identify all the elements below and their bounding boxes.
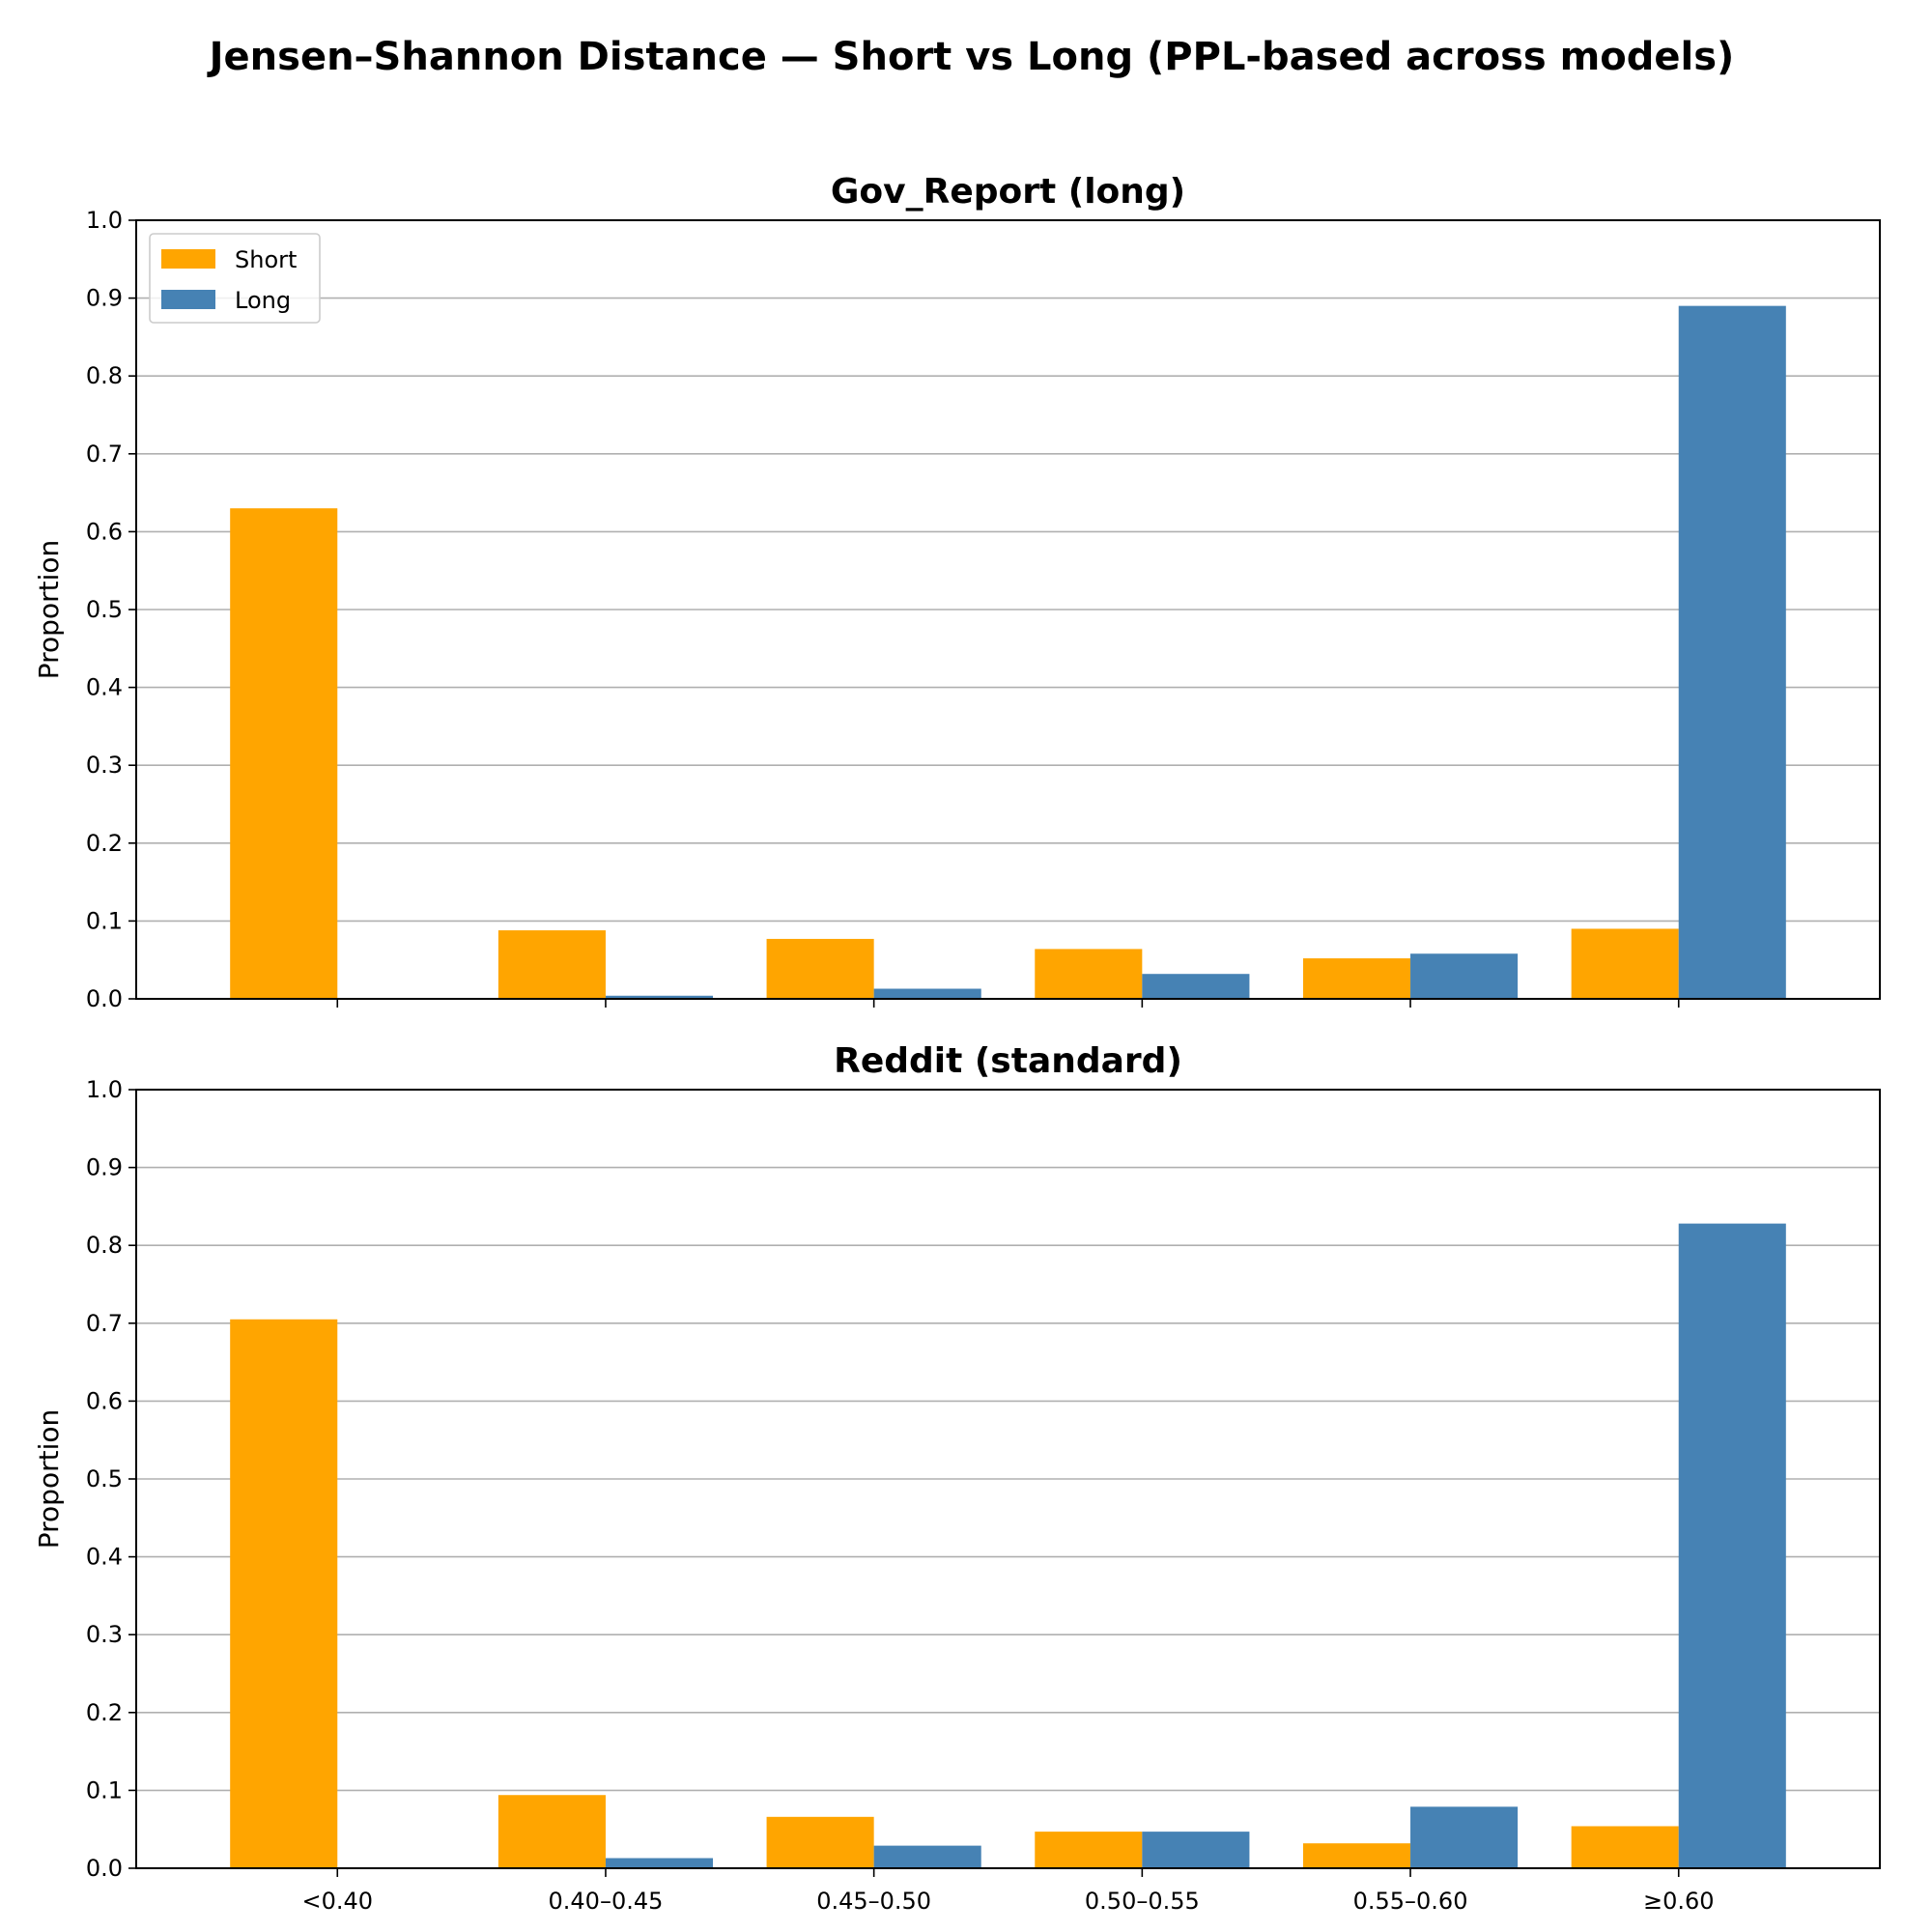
bar-long-6 bbox=[1678, 1223, 1786, 1868]
axes-frame bbox=[135, 1089, 1881, 1869]
legend-label-long: Long bbox=[235, 287, 291, 314]
axes-frame bbox=[135, 219, 1881, 1000]
panels: 0.0 0.1 0.2 0.3 0.4 0.5 0.6 0.7 0.8 0.9 1.0 Gov_Rep… bbox=[33, 172, 1881, 1915]
legend-label-short: Short bbox=[235, 246, 297, 273]
bar-long-2 bbox=[605, 1858, 714, 1868]
bar-short-5 bbox=[1302, 958, 1411, 999]
y-tick-label: 0.2 bbox=[86, 830, 123, 857]
y-tick-label: 1.0 bbox=[86, 207, 123, 234]
bar-long-4 bbox=[1142, 1832, 1250, 1868]
x-tick-label: 0.55–0.60 bbox=[1353, 1888, 1468, 1915]
bar-short-1 bbox=[230, 1319, 338, 1868]
y-tick-label: 0.7 bbox=[86, 1310, 123, 1337]
bar-long-2 bbox=[605, 995, 714, 999]
legend-swatch-short bbox=[161, 249, 215, 269]
y-tick-label: 0.4 bbox=[86, 1544, 123, 1571]
x-tick-label: 0.50–0.55 bbox=[1085, 1888, 1200, 1915]
bar-short-1 bbox=[230, 508, 338, 999]
y-tick-label: 0.8 bbox=[86, 1232, 123, 1259]
subplot-title: Gov_Report (long) bbox=[831, 172, 1185, 212]
y-tick-label: 0.0 bbox=[86, 985, 123, 1012]
y-tick-label: 0.3 bbox=[86, 752, 123, 779]
y-tick-label: 0.9 bbox=[86, 1154, 123, 1181]
subplot-title: Reddit (standard) bbox=[834, 1041, 1182, 1081]
y-tick-label: 0.6 bbox=[86, 518, 123, 545]
bar-long-4 bbox=[1142, 974, 1250, 999]
bar-long-3 bbox=[873, 1845, 981, 1868]
y-tick-label: 0.7 bbox=[86, 440, 123, 468]
y-tick-label: 1.0 bbox=[86, 1076, 123, 1103]
y-tick-label: 0.1 bbox=[86, 1776, 123, 1804]
bar-short-5 bbox=[1302, 1843, 1411, 1868]
figure-title: Jensen–Shannon Distance — Short vs Long … bbox=[207, 35, 1735, 79]
y-tick-label: 0.5 bbox=[86, 596, 123, 623]
bar-short-2 bbox=[497, 1795, 606, 1868]
bar-long-3 bbox=[873, 988, 981, 999]
y-tick-label: 0.8 bbox=[86, 362, 123, 389]
bar-short-4 bbox=[1035, 1832, 1143, 1868]
x-tick-label: ≥0.60 bbox=[1643, 1888, 1715, 1915]
y-tick-label: 0.4 bbox=[86, 674, 123, 701]
bar-short-6 bbox=[1571, 1826, 1679, 1868]
y-tick-label: 0.6 bbox=[86, 1387, 123, 1414]
bar-long-5 bbox=[1410, 1806, 1519, 1868]
y-tick-label: 0.2 bbox=[86, 1699, 123, 1726]
bar-short-3 bbox=[766, 1816, 874, 1868]
y-tick-label: 0.3 bbox=[86, 1621, 123, 1648]
y-tick-label: 0.0 bbox=[86, 1855, 123, 1882]
y-tick-label: 0.1 bbox=[86, 907, 123, 934]
y-axis-label: Proportion bbox=[33, 540, 65, 679]
x-tick-label: 0.45–0.50 bbox=[816, 1888, 931, 1915]
bar-short-3 bbox=[766, 938, 874, 999]
bar-short-2 bbox=[497, 930, 606, 999]
chart-panel-1: 0.0 0.1 0.2 0.3 0.4 0.5 0.6 0.7 0.8 0.9 1.0 Gov_Rep… bbox=[33, 172, 1881, 1012]
x-tick-label: 0.40–0.45 bbox=[549, 1888, 664, 1915]
x-tick-label: <0.40 bbox=[301, 1888, 373, 1915]
y-tick-label: 0.9 bbox=[86, 285, 123, 312]
bar-long-6 bbox=[1678, 305, 1786, 999]
legend-swatch-long bbox=[161, 290, 215, 309]
bar-long-5 bbox=[1410, 953, 1519, 999]
legend: Short Long bbox=[149, 233, 321, 324]
y-tick-label: 0.5 bbox=[86, 1465, 123, 1492]
chart-panel-2: 0.0 0.1 0.2 0.3 0.4 0.5 0.6 0.7 0.8 0.9 1.0 <0.40 0.… bbox=[33, 1041, 1881, 1915]
y-axis-label: Proportion bbox=[33, 1409, 65, 1548]
bar-short-4 bbox=[1035, 949, 1143, 999]
bar-short-6 bbox=[1571, 928, 1679, 999]
